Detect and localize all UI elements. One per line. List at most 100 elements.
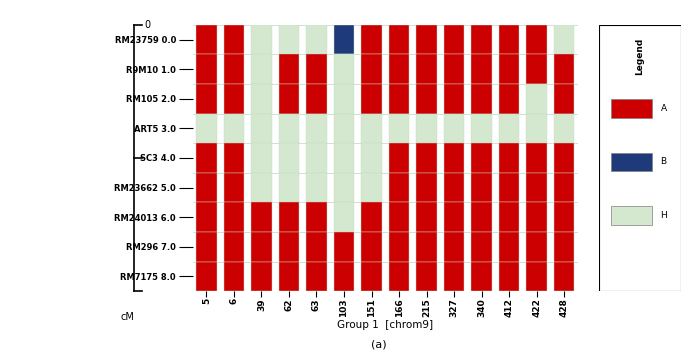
Text: Legend: Legend (635, 38, 645, 75)
Bar (361, 173, 382, 202)
Bar (499, 232, 519, 262)
Bar (196, 173, 217, 202)
Bar (279, 262, 299, 291)
Bar (251, 84, 272, 114)
Bar (361, 262, 382, 291)
Bar (554, 114, 574, 143)
Bar (499, 262, 519, 291)
Text: H: H (660, 211, 667, 220)
Bar (389, 84, 409, 114)
Bar (499, 173, 519, 202)
Bar (279, 143, 299, 173)
Bar (526, 54, 547, 84)
Bar (224, 173, 244, 202)
Bar (444, 262, 464, 291)
FancyBboxPatch shape (611, 206, 652, 224)
Bar (526, 25, 547, 54)
Bar (526, 202, 547, 232)
Bar (196, 143, 217, 173)
Bar (389, 25, 409, 54)
Bar (554, 25, 574, 54)
Bar (334, 262, 354, 291)
Bar (554, 84, 574, 114)
Bar (306, 202, 327, 232)
Bar (334, 84, 354, 114)
Bar (471, 25, 492, 54)
Bar (251, 25, 272, 54)
Bar (361, 114, 382, 143)
Bar (196, 25, 217, 54)
Bar (416, 143, 437, 173)
Bar (471, 54, 492, 84)
Bar (196, 232, 217, 262)
Bar (361, 143, 382, 173)
Bar (499, 84, 519, 114)
Bar (196, 262, 217, 291)
Bar (471, 84, 492, 114)
Bar (526, 114, 547, 143)
Bar (554, 143, 574, 173)
Bar (224, 25, 244, 54)
Bar (251, 202, 272, 232)
Bar (444, 202, 464, 232)
Bar (499, 54, 519, 84)
Bar (361, 232, 382, 262)
Bar (306, 114, 327, 143)
Bar (554, 173, 574, 202)
Bar (526, 173, 547, 202)
Bar (224, 114, 244, 143)
Bar (554, 54, 574, 84)
Bar (499, 114, 519, 143)
FancyBboxPatch shape (611, 153, 652, 171)
Bar (444, 143, 464, 173)
Bar (306, 84, 327, 114)
Bar (334, 114, 354, 143)
Bar (416, 262, 437, 291)
Bar (306, 262, 327, 291)
Bar (416, 114, 437, 143)
Bar (526, 84, 547, 114)
Bar (361, 202, 382, 232)
Bar (471, 232, 492, 262)
Bar (279, 84, 299, 114)
Bar (251, 232, 272, 262)
Bar (279, 54, 299, 84)
Bar (279, 25, 299, 54)
Bar (526, 143, 547, 173)
Bar (389, 173, 409, 202)
Bar (224, 232, 244, 262)
Bar (416, 54, 437, 84)
Bar (196, 114, 217, 143)
Text: 0: 0 (144, 20, 151, 30)
Bar (554, 262, 574, 291)
Bar (499, 202, 519, 232)
Bar (444, 173, 464, 202)
Bar (526, 232, 547, 262)
Bar (251, 262, 272, 291)
Bar (224, 84, 244, 114)
X-axis label: Group 1  [chrom9]: Group 1 [chrom9] (337, 320, 433, 330)
Bar (389, 262, 409, 291)
Bar (499, 143, 519, 173)
Bar (389, 114, 409, 143)
Bar (279, 173, 299, 202)
Bar (251, 54, 272, 84)
FancyBboxPatch shape (611, 99, 652, 118)
Bar (224, 143, 244, 173)
Bar (471, 173, 492, 202)
Bar (251, 114, 272, 143)
Bar (334, 54, 354, 84)
Bar (416, 232, 437, 262)
Bar (306, 54, 327, 84)
FancyBboxPatch shape (599, 25, 681, 291)
Bar (334, 173, 354, 202)
Bar (196, 84, 217, 114)
Bar (306, 25, 327, 54)
Bar (471, 262, 492, 291)
Bar (251, 173, 272, 202)
Bar (334, 232, 354, 262)
Bar (306, 232, 327, 262)
Bar (444, 25, 464, 54)
Bar (444, 114, 464, 143)
Bar (444, 84, 464, 114)
